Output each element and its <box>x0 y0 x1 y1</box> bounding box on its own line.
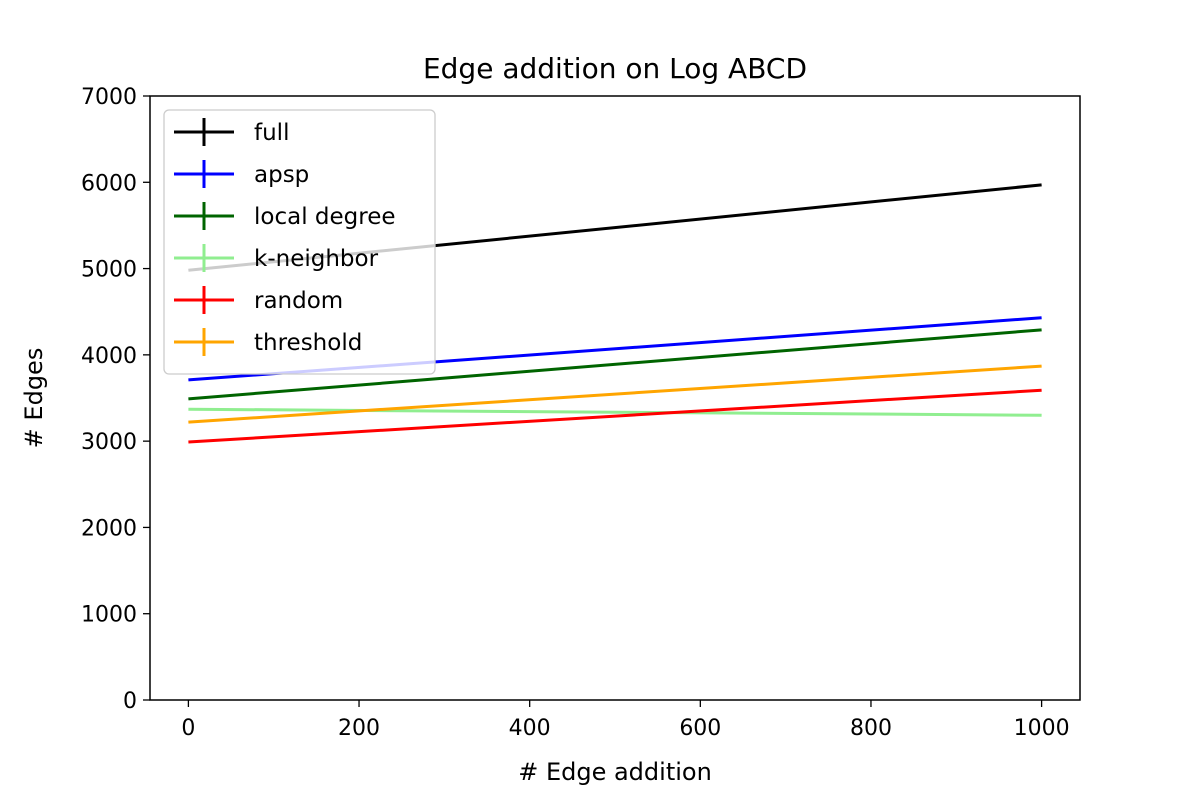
y-tick-label: 6000 <box>81 171 137 196</box>
x-tick-label: 800 <box>850 716 892 741</box>
x-tick-label: 400 <box>509 716 551 741</box>
legend-frame <box>163 109 436 375</box>
y-axis-label: # Edges <box>20 348 48 449</box>
series-line-5 <box>188 364 1042 424</box>
y-tick-label: 5000 <box>81 258 137 283</box>
legend: full apsp local degree k-neighbor random thre… <box>163 109 436 375</box>
x-tick-label: 600 <box>679 716 721 741</box>
y-tick-label: 7000 <box>81 85 137 110</box>
legend-label: full <box>254 120 289 146</box>
x-tick-label: 0 <box>181 716 195 741</box>
series-line-3 <box>188 407 1042 417</box>
series-line-2 <box>188 328 1042 401</box>
series-line-4 <box>188 388 1042 444</box>
y-tick-label: 4000 <box>81 344 137 369</box>
x-tick-label: 1000 <box>1014 716 1070 741</box>
plot-frame-border <box>149 95 1081 701</box>
x-axis: 0 200 400 600 800 1000 <box>181 700 1070 741</box>
y-tick-label: 0 <box>123 689 137 714</box>
chart-title: Edge addition on Log ABCD <box>423 52 807 85</box>
y-tick-label: 1000 <box>81 603 137 628</box>
y-tick-label: 2000 <box>81 516 137 541</box>
y-axis: 0 1000 2000 3000 4000 5000 6000 7000 <box>81 85 150 714</box>
y-tick-label: 3000 <box>81 430 137 455</box>
legend-label: random <box>254 288 343 314</box>
legend-label: local degree <box>254 204 396 230</box>
x-axis-label: # Edge addition <box>518 758 712 786</box>
legend-label: apsp <box>254 162 309 188</box>
legend-label: threshold <box>254 330 362 356</box>
x-tick-label: 200 <box>338 716 380 741</box>
legend-label: k-neighbor <box>254 246 379 272</box>
